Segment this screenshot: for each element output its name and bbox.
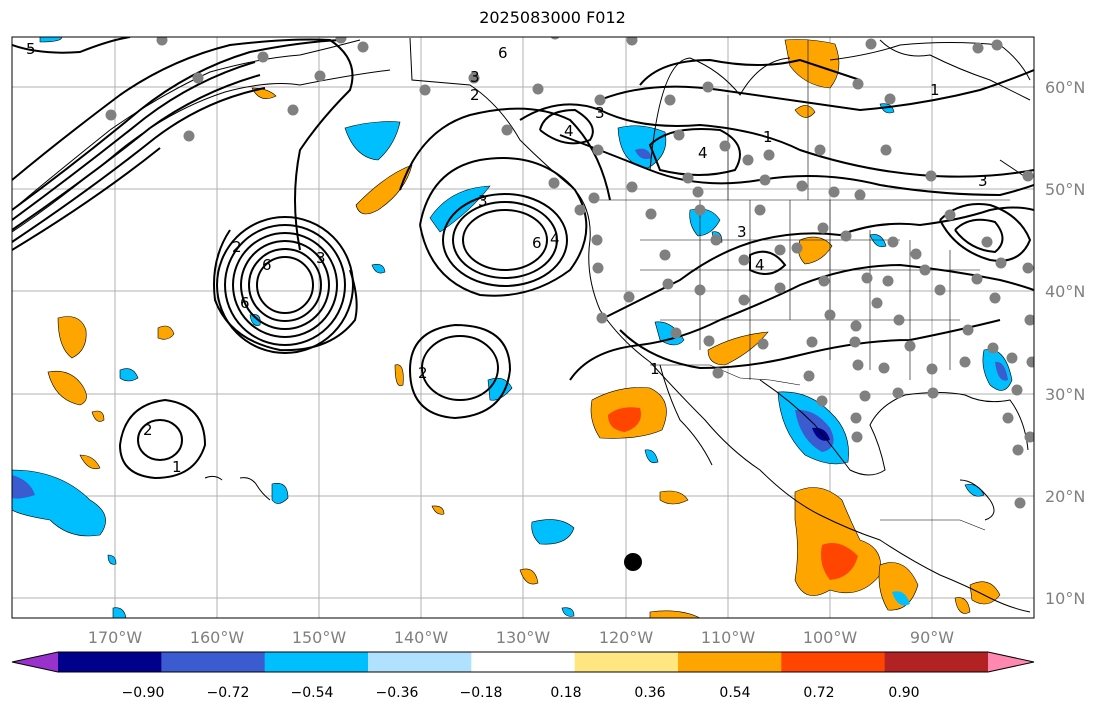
station-markers [105,37,1034,509]
map-frame [11,36,1035,619]
contour-label: 1 [650,360,660,378]
highlight-station-marker [624,553,642,571]
colorbar-tick: −0.90 [122,685,165,701]
colorbar-tick: 0.90 [888,685,919,701]
map-title: 2025083000 F012 [479,8,626,27]
colorbar-extend-min [12,652,58,672]
lon-label: 140°W [394,628,449,647]
colorbar-tick: 0.18 [550,685,581,701]
colorbar-tick: −0.54 [291,685,334,701]
colorbar-tick: −0.72 [207,685,250,701]
contour-labels: 5 6 3 2 6 3 4 4 1 3 3 3 6 4 2 6 3 4 2 1 … [26,40,988,476]
contour-label: 2 [232,238,242,256]
lat-label: 10°N [1045,589,1085,608]
lat-label: 40°N [1045,282,1085,301]
colorbar-segment [781,652,886,672]
colorbar-segment [678,652,782,672]
lat-label: 60°N [1045,78,1085,97]
lon-label: 130°W [496,628,551,647]
colorbar-segment [884,652,989,672]
contour-label: 1 [930,81,940,99]
lon-label: 150°W [292,628,347,647]
contour-label: 2 [143,421,153,439]
colorbar-segment [58,652,162,672]
contour-label: 5 [26,40,36,58]
colorbar [11,651,1035,673]
contour-label: 6 [498,44,508,62]
contour-label: 4 [698,144,708,162]
contour-label: 4 [755,256,765,274]
lat-label: 20°N [1045,487,1085,506]
lon-label: 90°W [910,628,954,647]
political-borders [595,40,1010,531]
shaded-anomalies [12,37,1013,618]
contour-label: 6 [262,256,272,274]
colorbar-outline [11,651,1035,673]
longitude-labels: 170°W 160°W 150°W 140°W 130°W 120°W 110°… [88,628,954,647]
colorbar-tick: −0.18 [460,685,503,701]
lon-label: 160°W [190,628,245,647]
lat-label: 30°N [1045,385,1085,404]
lat-label: 50°N [1045,180,1085,199]
contour-label: 3 [316,249,326,267]
colorbar-segment [471,652,576,672]
coastlines [12,37,1031,613]
colorbar-ticks: −0.90 −0.72 −0.54 −0.36 −0.18 0.18 0.36 … [122,685,920,701]
colorbar-segment [368,652,472,672]
colorbar-segment [574,652,679,672]
contour-label: 3 [737,223,747,241]
colorbar-tick: 0.54 [719,685,750,701]
lon-label: 120°W [599,628,654,647]
contour-label: 6 [532,234,542,252]
contour-label: 2 [470,86,480,104]
contour-label: 3 [478,192,488,210]
lon-label: 170°W [88,628,143,647]
colorbar-segment [264,652,369,672]
colorbar-tick: 0.36 [634,685,665,701]
lon-label: 100°W [803,628,858,647]
contour-label: 2 [418,364,428,382]
contour-label: 3 [470,68,480,86]
contour-label: 3 [978,172,988,190]
contour-label: 1 [172,458,182,476]
colorbar-tick: −0.36 [376,685,419,701]
colorbar-segment [161,652,266,672]
contour-label: 4 [564,122,574,140]
latitude-labels: 60°N 50°N 40°N 30°N 20°N 10°N [1045,78,1085,608]
colorbar-extend-max [988,652,1034,672]
contour-label: 6 [240,294,250,312]
colorbar-tick: 0.72 [803,685,834,701]
contour-label: 1 [763,128,773,146]
contour-label: 3 [595,104,605,122]
lon-label: 110°W [701,628,756,647]
contour-label: 4 [550,230,560,248]
